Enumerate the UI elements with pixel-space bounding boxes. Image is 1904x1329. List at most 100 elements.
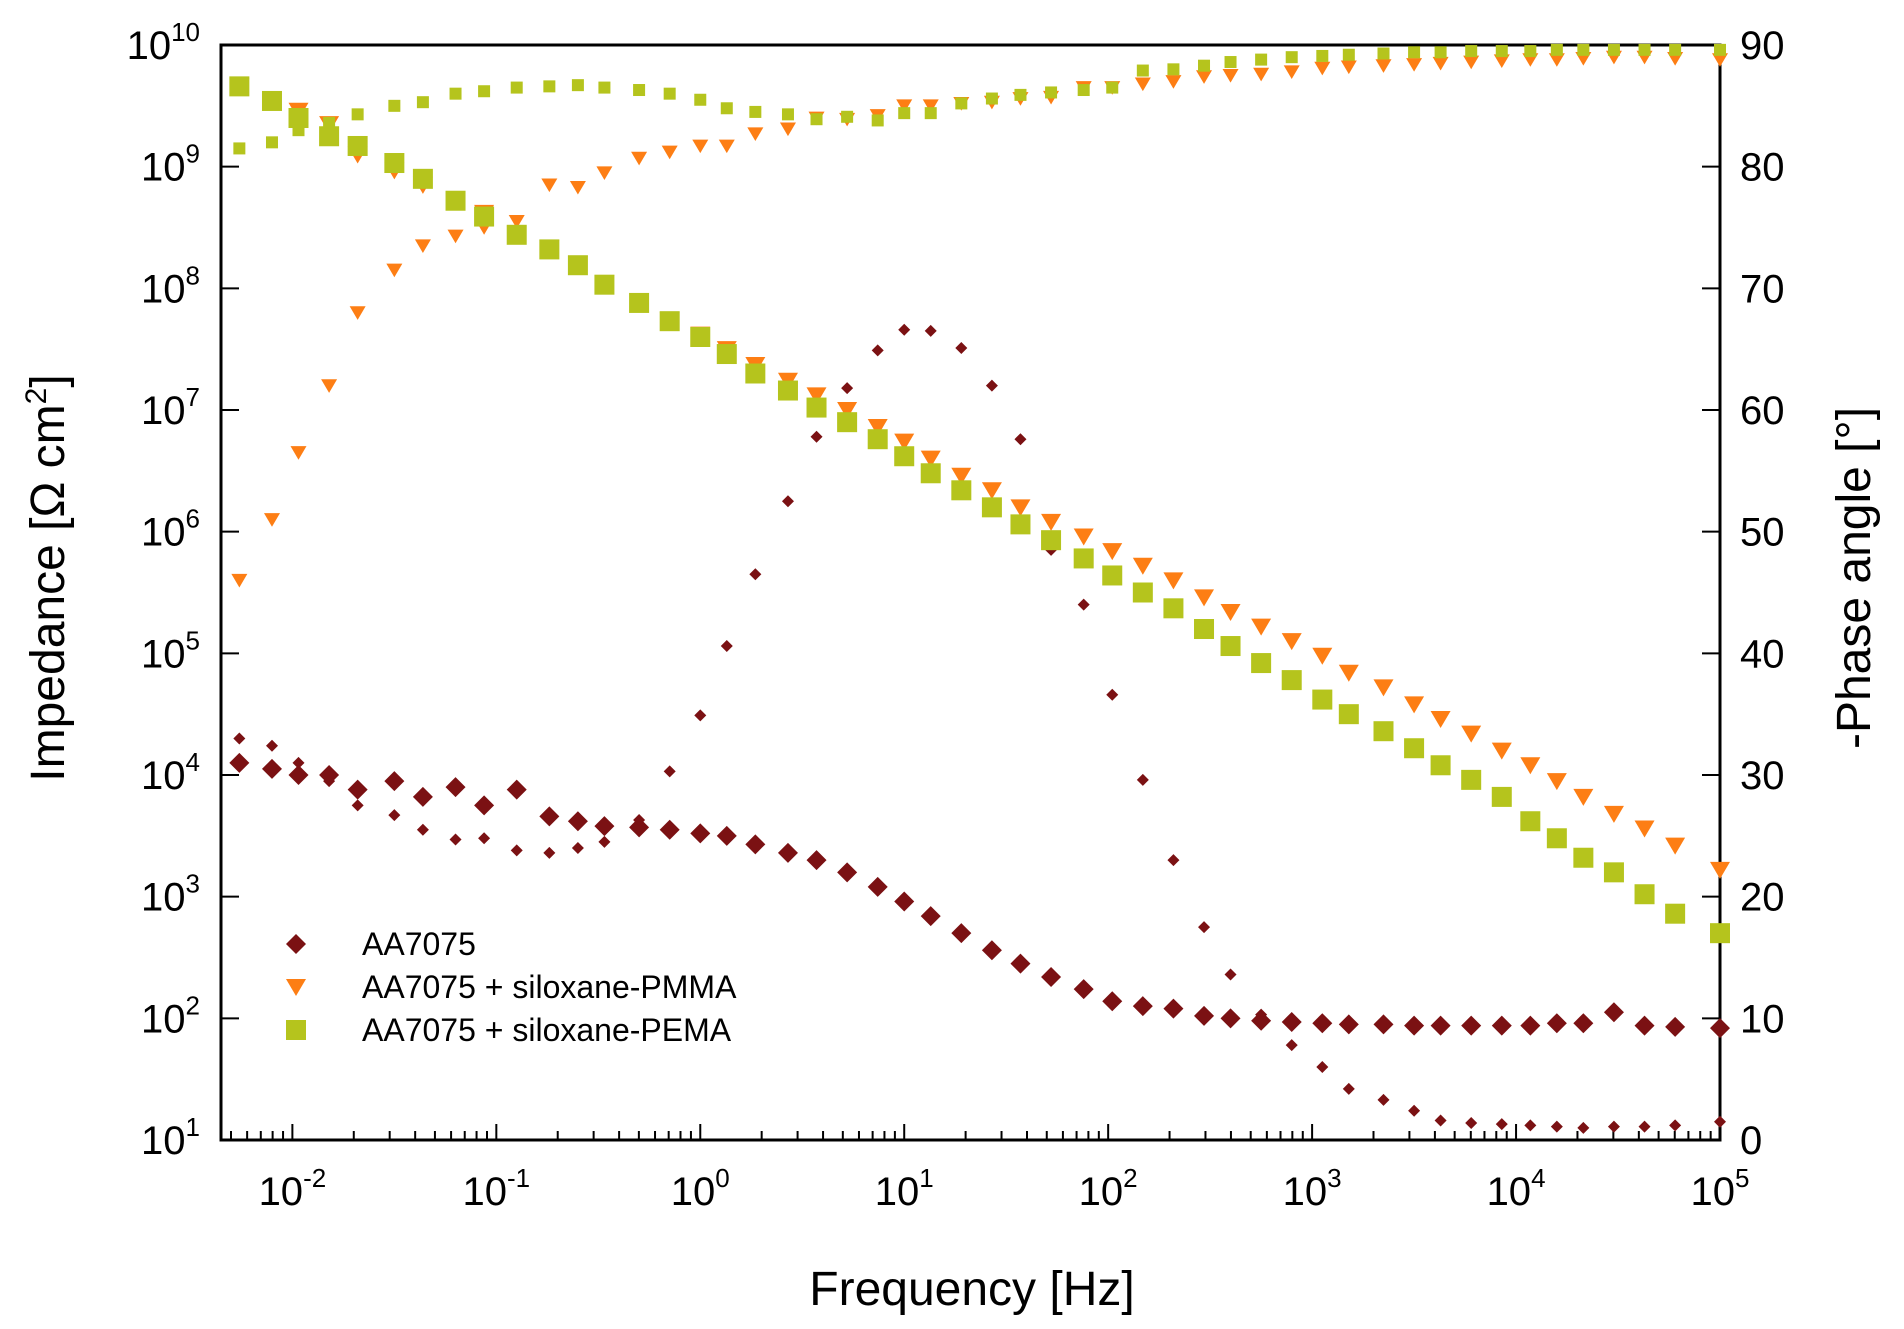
data-point <box>1495 1118 1508 1131</box>
data-point <box>1285 51 1298 64</box>
data-point <box>1132 557 1153 575</box>
y-left-tick-base: 10 <box>141 1119 186 1163</box>
data-point <box>810 113 823 126</box>
data-point <box>567 255 588 276</box>
y-right-tick-label: 30 <box>1740 754 1785 798</box>
y-left-axis-title: Impedance [Ω cm2] <box>20 374 75 781</box>
legend-item: AA7075 <box>286 926 476 962</box>
data-point <box>1281 670 1302 691</box>
data-point <box>449 87 462 100</box>
data-point <box>290 446 307 460</box>
x-tick-base: 10 <box>259 1170 304 1214</box>
y-left-axis-title-main: Impedance [Ω cm <box>22 404 75 781</box>
x-tick-base: 10 <box>1079 1170 1124 1214</box>
data-point <box>1404 738 1425 759</box>
data-point <box>1338 704 1359 725</box>
data-point <box>474 206 495 227</box>
data-point <box>351 799 364 812</box>
data-point <box>1524 1119 1537 1132</box>
data-point <box>261 90 282 111</box>
data-point <box>1461 1015 1482 1036</box>
data-point <box>1669 1119 1682 1132</box>
x-tick-exp: -2 <box>303 1163 326 1193</box>
data-point <box>1312 647 1333 665</box>
data-point <box>837 402 858 419</box>
data-point <box>445 190 466 211</box>
data-point <box>265 136 278 149</box>
data-point <box>1638 1120 1651 1133</box>
data-point <box>1163 572 1184 590</box>
data-point <box>543 846 556 859</box>
data-point <box>1338 1014 1359 1035</box>
legend-label: AA7075 + siloxane-PMMA <box>362 969 737 1005</box>
data-point <box>319 126 340 147</box>
data-point <box>1198 59 1211 72</box>
data-point <box>716 344 737 365</box>
series-aa7075-siloxane-pema-phase <box>233 43 1726 155</box>
legend: AA7075 AA7075 + siloxane-PMMA AA7075 + sil… <box>286 926 737 1048</box>
data-point <box>779 122 796 137</box>
data-point <box>261 758 282 779</box>
data-point <box>288 108 309 128</box>
legend-label: AA7075 <box>362 926 476 962</box>
data-point <box>745 834 766 855</box>
data-point <box>1010 499 1031 517</box>
y-left-tick-label: 107 <box>141 382 200 433</box>
data-point <box>1491 786 1512 807</box>
data-point <box>1136 64 1149 77</box>
data-point <box>539 806 560 827</box>
data-point <box>265 739 278 752</box>
y-right-tick-label: 70 <box>1740 267 1785 311</box>
x-tick-exp: 2 <box>1123 1163 1137 1193</box>
data-point <box>1493 54 1510 69</box>
data-point <box>1495 45 1508 58</box>
data-point <box>920 463 941 484</box>
data-point <box>1461 725 1482 743</box>
y-left-tick-base: 10 <box>141 389 186 433</box>
data-point <box>747 127 764 142</box>
data-point <box>1432 56 1449 71</box>
data-point <box>388 809 401 822</box>
y-left-tick-base: 10 <box>141 146 186 190</box>
data-point <box>896 99 913 114</box>
y-left-tick-label: 106 <box>141 504 200 555</box>
data-point <box>1224 56 1237 69</box>
data-point <box>777 380 798 401</box>
legend-item: AA7075 + siloxane-PEMA <box>286 1012 732 1048</box>
data-point <box>1251 618 1272 636</box>
data-point <box>690 327 711 347</box>
data-point <box>1408 46 1421 59</box>
y-right-tick-label: 40 <box>1740 632 1785 676</box>
data-point <box>1314 61 1331 76</box>
data-point <box>898 107 911 120</box>
data-point <box>510 844 523 857</box>
y-left-axis-title-sup: 2 <box>20 388 53 405</box>
series-aa7075-z- <box>229 752 1730 1039</box>
data-point <box>749 568 762 581</box>
data-point <box>539 239 560 260</box>
data-point <box>1134 77 1151 92</box>
data-point <box>951 480 972 501</box>
data-point <box>981 482 1002 500</box>
data-point <box>351 108 364 121</box>
y-left-tick-base: 10 <box>141 511 186 555</box>
data-point <box>292 756 305 769</box>
data-point <box>1520 1015 1541 1036</box>
y-left-tick-exp: 7 <box>186 382 200 412</box>
data-point <box>1340 60 1357 75</box>
data-point <box>894 891 915 912</box>
data-point <box>659 819 680 840</box>
data-point <box>1194 1005 1215 1026</box>
data-point <box>1014 433 1027 446</box>
x-tick-label: 105 <box>1691 1163 1750 1214</box>
y-left-tick-base: 10 <box>141 754 186 798</box>
data-point <box>806 850 827 871</box>
data-point <box>1132 582 1153 603</box>
data-point <box>1404 1015 1425 1036</box>
data-point <box>231 573 248 588</box>
data-point <box>920 450 941 468</box>
y-left-tick-exp: 9 <box>186 139 200 169</box>
x-tick-exp: 3 <box>1327 1163 1341 1193</box>
x-tick-base: 10 <box>1691 1170 1736 1214</box>
data-point <box>663 765 676 778</box>
